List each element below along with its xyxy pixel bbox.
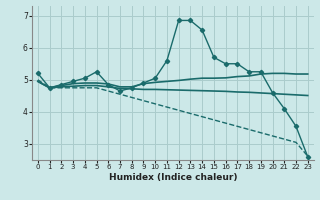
- X-axis label: Humidex (Indice chaleur): Humidex (Indice chaleur): [108, 173, 237, 182]
